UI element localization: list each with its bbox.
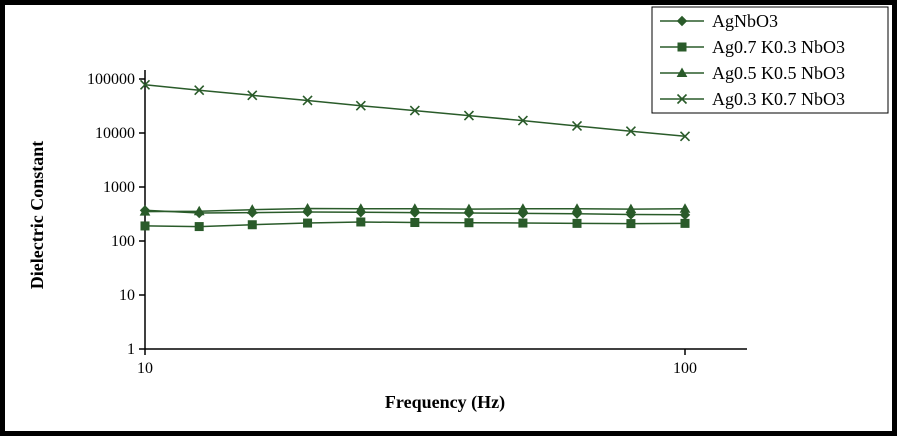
square-marker-icon [464,218,474,228]
y-tick-label: 10000 [95,125,135,142]
x-tick-label: 10 [137,360,153,377]
x-marker-icon [625,126,636,137]
legend-item-4: Ag0.3 K0.7 NbO3 [660,89,845,109]
square-marker-icon [626,219,636,229]
series-3 [139,202,691,216]
triangle-marker-icon [679,203,691,213]
x-marker-icon [139,79,151,90]
triangle-marker-icon [409,203,421,213]
diamond-marker-icon [676,15,688,27]
chart-canvas: Frequency (Hz) Dielectric Constant 11010… [27,6,889,413]
square-marker-icon [303,218,313,228]
x-marker-icon [355,100,366,111]
y-axis-title: Dielectric Constant [27,141,47,289]
triangle-marker-icon [246,204,258,214]
x-marker-icon [676,93,688,105]
triangle-marker-icon [676,67,688,77]
series-4 [139,79,691,142]
x-marker-icon [679,131,691,142]
legend-label: Ag0.7 K0.3 NbO3 [712,37,845,57]
x-marker-icon [517,115,528,126]
x-marker-icon [409,105,420,116]
square-marker-icon [194,222,204,232]
square-marker-icon [140,221,150,231]
x-marker-icon [571,120,583,132]
x-marker-icon [463,110,475,121]
legend-item-2: Ag0.7 K0.3 NbO3 [660,37,845,57]
triangle-marker-icon [625,203,637,214]
legend-box [651,6,889,114]
legend-label: AgNbO3 [712,11,778,31]
triangle-marker-icon [355,203,367,213]
data-series [139,79,691,232]
y-tick-label: 1 [127,341,135,358]
square-marker-icon [410,218,420,228]
triangle-marker-icon [193,205,205,216]
square-marker-icon [572,218,582,228]
series-2 [140,217,690,232]
legend-label: Ag0.5 K0.5 NbO3 [712,63,845,83]
triangle-marker-icon [139,206,151,216]
x-axis-title: Frequency (Hz) [385,392,505,413]
legend-item-3: Ag0.5 K0.5 NbO3 [660,63,845,83]
legend-label: Ag0.3 K0.7 NbO3 [712,89,845,109]
square-marker-icon [518,218,528,228]
legend: AgNbO3 Ag0.7 K0.3 NbO3 Ag0.5 K0.5 NbO3 Ag0.… [651,6,889,114]
square-marker-icon [680,218,690,228]
y-tick-label: 10 [119,287,135,304]
triangle-marker-icon [302,202,313,213]
square-marker-icon [247,220,257,230]
x-marker-icon [302,95,313,106]
triangle-marker-icon [517,203,529,213]
y-tick-label: 100000 [87,71,135,88]
square-marker-icon [356,217,366,227]
x-marker-icon [247,90,258,101]
triangle-marker-icon [571,203,583,213]
legend-item-1: AgNbO3 [660,11,778,31]
y-tick-label: 1000 [103,179,135,196]
x-marker-icon [194,85,205,96]
square-marker-icon [677,42,687,52]
x-tick-label: 100 [673,360,697,377]
y-tick-label: 100 [111,233,135,250]
triangle-marker-icon [463,203,475,214]
